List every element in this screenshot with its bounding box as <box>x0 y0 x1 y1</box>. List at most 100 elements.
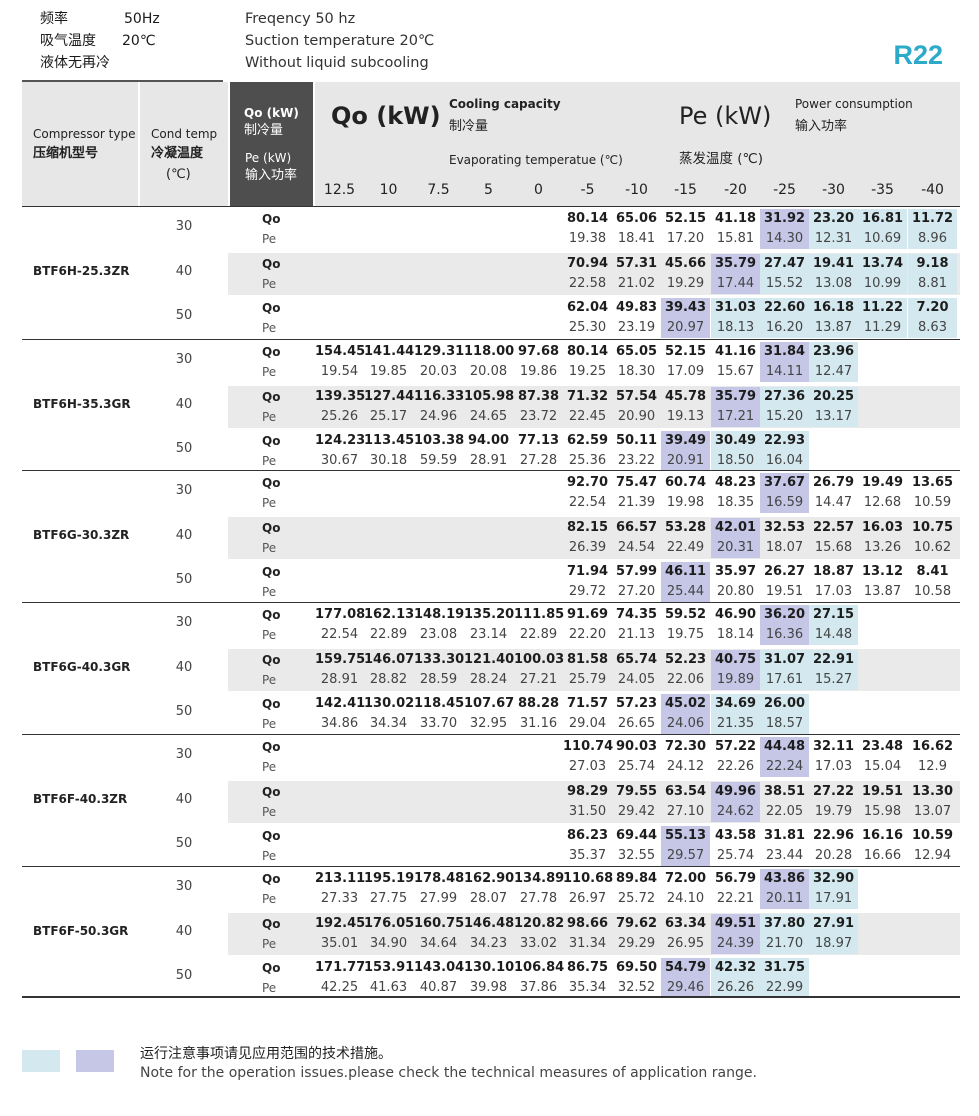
data-cell <box>315 209 364 249</box>
qo-value: 77.13 <box>517 433 560 448</box>
data-cell <box>514 782 563 822</box>
pe-value <box>315 802 364 822</box>
pe-value: 28.91 <box>320 672 359 687</box>
data-cell <box>315 562 364 602</box>
data-cell: 49.96 24.62 <box>711 782 760 822</box>
pe-value: 15.27 <box>814 672 853 687</box>
pe-value: 16.20 <box>765 320 804 335</box>
data-cell: 80.14 19.38 <box>563 209 612 249</box>
data-cell: 27.36 15.20 <box>760 387 809 427</box>
qo-value <box>364 782 413 802</box>
pe-value: 20.80 <box>716 584 755 599</box>
data-cell: 160.75 34.64 <box>414 914 464 954</box>
compressor-type-cn: 压缩机型号 <box>33 146 99 161</box>
data-cell: 26.79 14.47 <box>809 473 858 513</box>
pe-value <box>858 714 907 734</box>
data-cell: 129.31 20.03 <box>414 342 464 382</box>
qo-value: 178.48 <box>414 871 465 886</box>
pe-title: Pe (kW) <box>679 102 772 130</box>
qo-label: Qo (kW) <box>244 106 299 120</box>
pe-value: 13.17 <box>814 409 853 424</box>
suction-label: 吸气温度 <box>40 33 96 49</box>
qo-value: 41.16 <box>714 344 757 359</box>
data-cell: 57.22 22.26 <box>711 737 760 777</box>
qo-value: 71.57 <box>566 696 609 711</box>
pe-value: 12.31 <box>814 231 853 246</box>
data-cell: 81.58 25.79 <box>563 650 612 690</box>
qo-row-label: Qo <box>262 961 281 975</box>
data-cell: 143.04 40.87 <box>414 958 464 998</box>
qo-value <box>514 298 563 318</box>
qo-row-label: Qo <box>262 521 281 535</box>
model-name: BTF6F-50.3GR <box>33 924 129 938</box>
pe-value: 17.03 <box>814 584 853 599</box>
evap-temp-col-5: -5 <box>580 182 595 198</box>
data-cell <box>464 254 513 294</box>
qo-value: 159.75 <box>315 652 366 667</box>
model-name: BTF6H-25.3ZR <box>33 264 130 278</box>
pe-row-label: Pe <box>262 232 277 246</box>
pe-value: 18.07 <box>765 540 804 555</box>
data-cell <box>858 387 907 427</box>
data-cell: 130.02 34.34 <box>364 694 414 734</box>
qo-value <box>414 782 463 802</box>
qo-value <box>315 518 364 538</box>
data-cell: 31.07 17.61 <box>760 650 809 690</box>
data-cell: 31.81 23.44 <box>760 826 809 866</box>
pe-value: 34.64 <box>419 936 458 951</box>
pe-value: 25.74 <box>716 848 755 863</box>
qo-value: 98.29 <box>566 784 609 799</box>
data-cell: 19.41 13.08 <box>809 254 858 294</box>
qo-value: 27.47 <box>763 256 806 271</box>
cond-temp-value: 30 <box>175 483 193 498</box>
qo-value: 65.74 <box>615 652 658 667</box>
qo-value <box>315 826 364 846</box>
qo-value: 31.81 <box>763 828 806 843</box>
data-cell: 45.02 24.06 <box>661 694 710 734</box>
pe-value: 21.13 <box>617 627 656 642</box>
pe-value: 20.08 <box>469 364 508 379</box>
pe-row-label: Pe <box>262 937 277 951</box>
data-cell <box>908 605 957 645</box>
pe-value <box>414 802 463 822</box>
data-cell: 111.85 22.89 <box>514 605 564 645</box>
pe-value <box>908 407 957 427</box>
cond-temp-value: 30 <box>175 615 193 630</box>
subcool-en: Without liquid subcooling <box>245 55 429 71</box>
qo-value: 13.12 <box>861 564 904 579</box>
qo-value <box>514 518 563 538</box>
qo-row-label: Qo <box>262 301 281 315</box>
qo-value <box>908 914 957 934</box>
data-cell <box>364 518 413 558</box>
qo-value: 39.43 <box>664 300 707 315</box>
pe-value <box>908 934 957 954</box>
pe-value <box>809 978 858 998</box>
qo-value: 63.34 <box>664 916 707 931</box>
pe-value <box>364 757 413 777</box>
pe-value <box>315 318 364 338</box>
pe-value <box>414 318 463 338</box>
pe-value: 42.25 <box>320 980 359 995</box>
header-cond-cell <box>140 82 228 206</box>
qo-value <box>464 518 513 538</box>
pe-value <box>464 846 513 866</box>
pe-row-label: Pe <box>262 410 277 424</box>
pe-value: 29.72 <box>568 584 607 599</box>
data-cell: 77.13 27.28 <box>514 431 563 471</box>
pe-value: 26.26 <box>716 980 755 995</box>
data-cell: 41.18 15.81 <box>711 209 760 249</box>
pe-value <box>364 274 413 294</box>
data-cell <box>414 254 463 294</box>
data-cell: 43.58 25.74 <box>711 826 760 866</box>
conditions-cn: 频率 50Hz 吸气温度 20℃ 液体无再冷 <box>40 8 160 74</box>
qo-pe-labels: Qo Pe <box>262 518 280 558</box>
qo-value: 57.22 <box>714 739 757 754</box>
qo-value: 13.30 <box>911 784 954 799</box>
qo-value: 118.45 <box>414 696 465 711</box>
qo-value: 113.45 <box>364 433 415 448</box>
data-cell: 192.45 35.01 <box>315 914 365 954</box>
pe-row-label: Pe <box>262 628 277 642</box>
pe-value: 23.08 <box>419 627 458 642</box>
qo-row-label: Qo <box>262 829 281 843</box>
pe-value: 22.89 <box>519 627 558 642</box>
